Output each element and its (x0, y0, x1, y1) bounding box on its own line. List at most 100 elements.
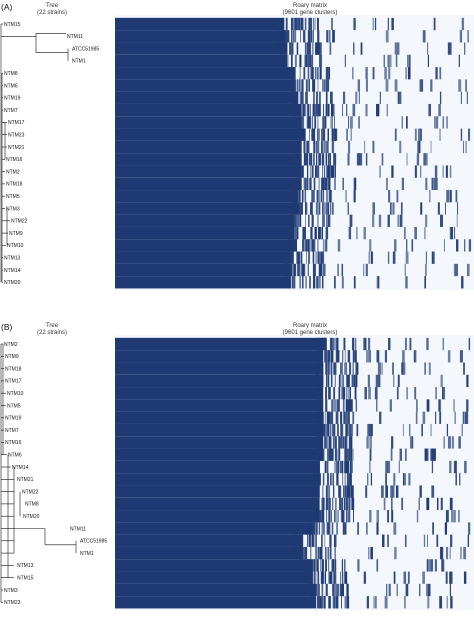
matrix-title: Roary matrix (9601 gene clusters) (250, 323, 370, 337)
matrix-gene-presence (292, 214, 295, 227)
matrix-gene-presence (345, 436, 347, 449)
matrix-gene-presence (435, 387, 437, 400)
matrix-gene-presence (326, 30, 329, 43)
matrix-gene-presence (350, 362, 352, 375)
matrix-gene-presence (326, 510, 328, 523)
matrix-gene-presence (315, 91, 317, 104)
matrix-gene-presence (299, 534, 301, 547)
matrix-gene-presence (322, 473, 325, 486)
matrix-gene-presence (335, 128, 338, 141)
matrix-gene-presence (394, 128, 397, 141)
matrix-gene-presence (462, 411, 464, 424)
matrix-gene-presence (349, 460, 352, 474)
matrix-gene-presence (406, 239, 408, 252)
matrix-gene-presence (311, 226, 313, 240)
matrix-gene-presence (311, 583, 314, 597)
matrix-gene-presence (299, 276, 301, 289)
matrix-gene-presence (305, 226, 307, 240)
matrix-gene-presence (406, 116, 408, 129)
matrix-gene-presence (349, 214, 353, 227)
matrix-gene-presence (340, 497, 343, 511)
strain-label: NTM22 (22, 489, 39, 495)
matrix-gene-presence (341, 374, 343, 388)
matrix-gene-presence (319, 67, 322, 80)
strain-label: NTM10 (7, 243, 24, 249)
matrix-gene-presence (336, 350, 339, 363)
matrix-gene-presence (283, 17, 285, 31)
matrix-gene-presence (431, 460, 434, 474)
matrix-gene-presence (345, 571, 347, 584)
matrix-gene-presence (331, 411, 334, 424)
matrix-gene-presence (299, 546, 302, 560)
matrix-gene-presence (301, 17, 304, 31)
matrix-gene-presence (363, 263, 365, 277)
matrix-gene-presence (414, 128, 417, 141)
matrix-gene-presence (313, 534, 315, 547)
matrix-gene-presence (295, 202, 297, 215)
matrix-gene-presence (403, 362, 406, 375)
strain-label: NTM7 (4, 108, 18, 114)
matrix-gene-presence (301, 128, 303, 141)
matrix-gene-presence (312, 165, 314, 178)
matrix-gene-presence (299, 91, 301, 104)
matrix-gene-presence (302, 128, 304, 141)
matrix-gene-presence (309, 534, 312, 547)
matrix-gene-presence (310, 54, 311, 68)
strain-label: NTM15 (4, 22, 21, 28)
matrix-gene-presence (326, 202, 328, 215)
matrix-gene-presence (318, 596, 320, 609)
matrix-gene-presence (326, 226, 329, 240)
matrix-gene-presence (434, 165, 438, 178)
matrix-gene-presence (425, 448, 429, 461)
matrix-gene-presence (420, 128, 422, 141)
matrix-gene-presence (311, 30, 313, 43)
matrix-gene-presence (302, 546, 304, 560)
matrix-gene-presence (326, 165, 329, 178)
matrix-gene-presence (449, 497, 453, 511)
matrix-gene-presence (436, 497, 439, 511)
matrix-gene-presence (284, 42, 286, 55)
matrix-gene-presence (335, 510, 337, 523)
matrix-gene-presence (312, 534, 314, 547)
matrix-gene-presence (322, 251, 325, 264)
matrix-gene-presence (345, 399, 347, 412)
matrix-gene-presence (306, 116, 308, 129)
matrix-gene-presence (294, 91, 297, 104)
matrix-gene-presence (337, 423, 339, 437)
matrix-gene-presence (295, 103, 298, 117)
matrix-gene-presence (450, 534, 453, 547)
matrix-gene-presence (310, 571, 313, 584)
tree-title-line2: (22 strains) (36, 10, 67, 16)
matrix-gene-presence (342, 177, 344, 191)
matrix-gene-presence (312, 30, 314, 43)
matrix-gene-presence (424, 226, 426, 240)
matrix-gene-presence (328, 448, 330, 461)
matrix-gene-presence (320, 251, 323, 264)
matrix-gene-presence (391, 436, 394, 449)
matrix-gene-presence (325, 79, 328, 92)
matrix-gene-presence (353, 190, 356, 203)
matrix-gene-presence (365, 263, 368, 277)
matrix-gene-presence (364, 337, 367, 351)
matrix-gene-presence (327, 177, 329, 191)
matrix-gene-presence (328, 362, 330, 375)
matrix-gene-presence (466, 399, 469, 412)
strain-label: NTM2 (6, 169, 20, 175)
matrix-gene-presence (336, 473, 339, 486)
matrix-gene-presence (296, 79, 299, 92)
matrix-gene-presence (450, 596, 453, 609)
matrix-gene-presence (383, 497, 386, 511)
matrix-gene-presence (317, 276, 319, 289)
matrix-gene-presence (405, 67, 407, 80)
matrix-gene-presence (323, 116, 324, 129)
matrix-gene-presence (296, 226, 298, 240)
matrix-gene-presence (347, 473, 350, 486)
matrix-gene-presence (314, 116, 316, 129)
matrix-gene-presence (350, 399, 352, 412)
matrix-gene-presence (301, 534, 304, 547)
matrix-gene-presence (391, 510, 394, 523)
strain-label: NTM5 (6, 194, 20, 200)
matrix-gene-presence (431, 485, 435, 498)
matrix-gene-presence (374, 17, 377, 31)
matrix-gene-presence (317, 190, 319, 203)
